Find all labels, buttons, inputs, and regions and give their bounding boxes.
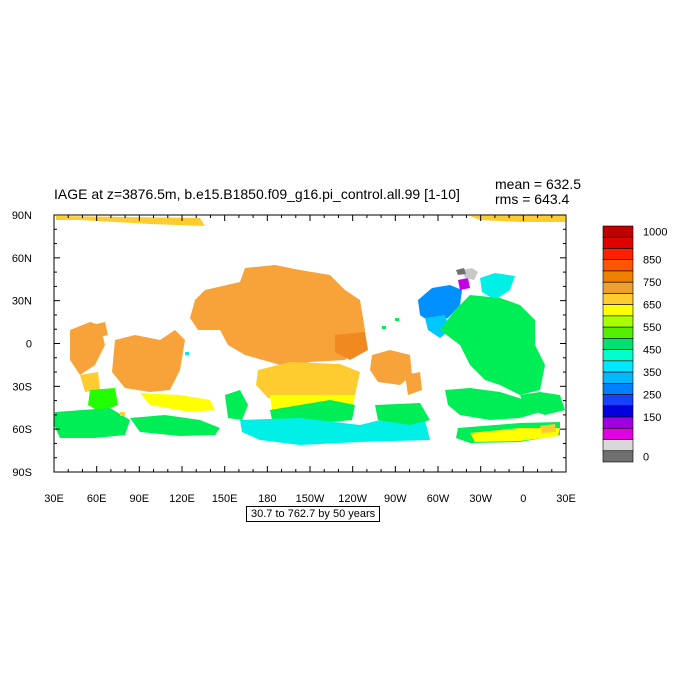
region-southern-3 [225, 390, 248, 420]
lon-label: 60E [87, 493, 107, 505]
region-atlantic-south [445, 388, 540, 420]
colorbar-swatch [602, 293, 634, 305]
lat-label: 30N [12, 296, 32, 308]
colorbar-swatch [602, 281, 634, 294]
lat-label: 90N [12, 210, 32, 222]
colorbar-swatch [602, 439, 634, 452]
lon-label: 30E [44, 493, 64, 505]
lon-label: 150W [296, 493, 325, 505]
colorbar-swatch [602, 383, 634, 395]
region-weddell-yellow [470, 428, 560, 442]
region-east-pacific-blob [370, 350, 412, 385]
colorbar-swatch [602, 326, 634, 339]
lon-label: 120E [169, 493, 195, 505]
region-indian-ocean [112, 330, 185, 392]
colorbar-swatch [602, 360, 634, 373]
colorbar-label: 650 [643, 300, 661, 312]
region-atlantic-main [440, 295, 545, 395]
colorbar-swatch [602, 304, 634, 317]
region-labrador-darkgrey [456, 268, 466, 275]
lon-label: 120W [338, 493, 367, 505]
lon-label: 180 [258, 493, 276, 505]
colorbar-labels: 1000 850 750 650 550 450 350 250 150 0 [643, 227, 667, 464]
region-arctic-east [470, 215, 565, 222]
region-labrador-grey [462, 268, 478, 280]
colorbar-swatch [602, 338, 634, 350]
lon-label: 0 [520, 493, 526, 505]
colorbar-swatch [602, 315, 634, 328]
colorbar-label: 550 [643, 322, 661, 334]
lon-label: 30W [469, 493, 492, 505]
lat-label: 30S [12, 381, 32, 393]
lon-label: 60W [427, 493, 450, 505]
lon-label: 30E [556, 493, 576, 505]
lat-label: 60S [12, 424, 32, 436]
region-southern-indian [88, 388, 118, 412]
region-dot-2 [395, 318, 399, 321]
colorbar-label: 0 [643, 451, 649, 463]
colorbar-label: 750 [643, 277, 661, 289]
latitude-labels: 90N 60N 30N 0 30S 60S 90S [12, 210, 32, 479]
contour-interval-caption: 30.7 to 762.7 by 50 years [246, 506, 381, 522]
colorbar-swatch [602, 225, 634, 238]
region-dot-1 [185, 352, 189, 355]
ocean-age-field [54, 215, 565, 445]
region-east-pacific-small [405, 372, 422, 395]
axis-ticks [53, 214, 567, 473]
lon-label: 90W [384, 493, 407, 505]
colorbar-label: 850 [643, 255, 661, 267]
colorbar-swatch [602, 394, 634, 407]
colorbar [602, 225, 634, 463]
region-dot-4 [120, 412, 125, 416]
region-labrador-magenta [458, 278, 470, 290]
region-north-atlantic-blue [418, 285, 462, 322]
colorbar-label: 1000 [643, 227, 667, 239]
region-arctic-west [56, 216, 205, 226]
colorbar-swatch [602, 259, 634, 272]
region-dot-3 [382, 326, 386, 329]
region-southern-2 [130, 415, 220, 436]
plot-title: IAGE at z=3876.5m, b.e15.B1850.f09_g16.p… [54, 186, 460, 202]
region-atlantic-east-south [520, 392, 565, 415]
colorbar-label: 150 [643, 412, 661, 424]
colorbar-swatch [602, 236, 634, 249]
lon-label: 90E [130, 493, 150, 505]
lat-label: 60N [12, 253, 32, 265]
rms-value: rms = 643.4 [495, 191, 570, 207]
colorbar-swatch [602, 450, 634, 463]
region-australia-south-yellow [140, 393, 215, 412]
region-atlantic-cyan-ne [480, 273, 515, 300]
colorbar-swatch [602, 427, 634, 440]
colorbar-label: 250 [643, 390, 661, 402]
region-southern-green-east [375, 403, 430, 425]
region-indian-small-top [92, 322, 108, 338]
region-weddell-orange [540, 424, 556, 433]
colorbar-swatch [602, 349, 634, 362]
lat-label: 90S [12, 467, 32, 479]
colorbar-swatch [602, 371, 634, 384]
lat-label: 0 [26, 339, 32, 351]
region-pacific-south [256, 362, 360, 402]
colorbar-swatch [602, 248, 634, 261]
colorbar-swatch [602, 416, 634, 429]
region-pacific-north [190, 265, 365, 368]
region-southern-cyan [240, 415, 430, 445]
region-southern-1 [54, 408, 130, 438]
colorbar-label: 450 [643, 345, 661, 357]
colorbar-swatch [602, 270, 634, 283]
colorbar-label: 350 [643, 367, 661, 379]
colorbar-swatch [602, 405, 634, 418]
longitude-labels: 30E 60E 90E 120E 150E 180 150W 120W 90W 60W 30W 0 30… [44, 493, 576, 505]
region-pacific-east-dark [335, 332, 368, 360]
region-indian-sw-yellow [80, 372, 100, 392]
mean-value: mean = 632.5 [495, 176, 582, 192]
lon-label: 150E [212, 493, 238, 505]
